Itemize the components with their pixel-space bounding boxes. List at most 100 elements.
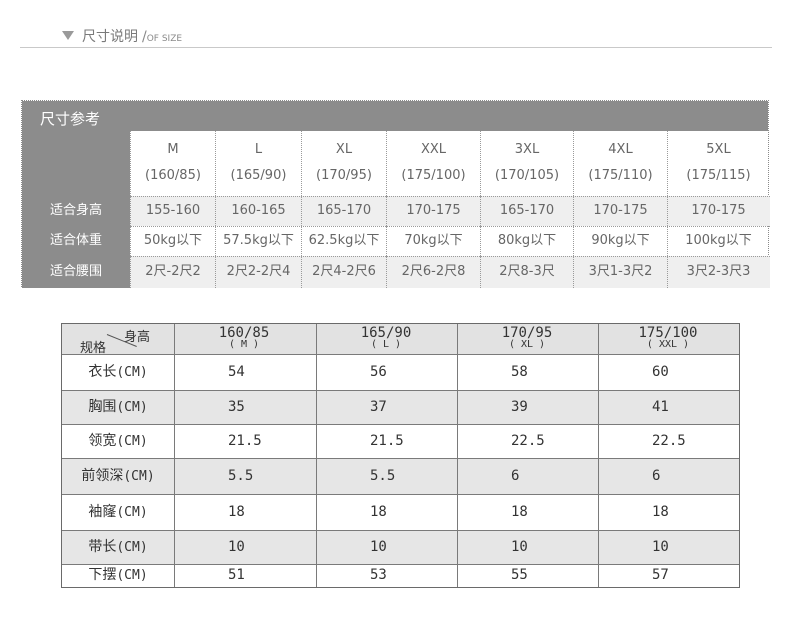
table-cell: 165-170 — [301, 196, 386, 226]
table-cell: 5.5 — [228, 468, 254, 484]
size-reference-title: 尺寸参考 — [40, 110, 101, 128]
table-cell: 22.5 — [511, 433, 545, 449]
row-label-unit: (CM) — [116, 568, 148, 583]
row-divider — [62, 494, 739, 495]
row-label: 袖窿(CM) — [62, 494, 174, 530]
header-divider — [20, 47, 772, 48]
table-cell: 2尺4-2尺6 — [301, 256, 386, 288]
table-cell: 50kg以下 — [130, 226, 215, 256]
table-cell: 6 — [511, 468, 520, 484]
size-name: 3XL — [514, 142, 540, 157]
row-label: 胸围(CM) — [62, 390, 174, 424]
column-divider — [598, 324, 599, 587]
table-cell: 3尺1-3尺2 — [573, 256, 667, 288]
column-header-sub: ( XL ) — [508, 339, 546, 350]
row-label: 衣长(CM) — [62, 354, 174, 390]
table-cell: 39 — [511, 399, 528, 415]
size-name: 4XL — [608, 142, 633, 157]
column-header-sub: ( L ) — [370, 339, 402, 350]
table-cell: 10 — [370, 539, 387, 555]
section-subtitle: OF SIZE — [146, 34, 183, 44]
row-divider — [62, 354, 739, 355]
table-cell: 37 — [370, 399, 387, 415]
title-slash: / — [142, 29, 147, 45]
row-label-name: 胸围 — [88, 399, 117, 415]
corner-top: 身高 — [124, 330, 151, 345]
size-name: XXL — [420, 142, 447, 157]
size-range: (170/95) — [316, 168, 372, 183]
row-label: 下摆(CM) — [62, 564, 174, 587]
row-label-unit: (CM) — [116, 365, 148, 380]
table-cell: 170-175 — [386, 196, 480, 226]
table-cell: 18 — [370, 504, 387, 520]
table-cell: 160-165 — [215, 196, 301, 226]
size-name: L — [254, 142, 263, 157]
row-divider — [62, 458, 739, 459]
row-label-name: 领宽 — [88, 433, 117, 449]
table-cell: 18 — [228, 504, 245, 520]
table-cell: 57 — [652, 567, 669, 583]
row-shade — [130, 256, 770, 288]
row-label: 适合腰围 — [49, 264, 102, 279]
table-cell: 165-170 — [480, 196, 573, 226]
size-range: (160/85) — [145, 168, 201, 183]
row-label: 领宽(CM) — [62, 424, 174, 458]
size-header-cell: 4XL (175/110) — [573, 131, 667, 196]
table-cell: 10 — [652, 539, 669, 555]
column-header-sub: ( M ) — [228, 339, 260, 350]
section-header: 尺寸说明/OF SIZE — [62, 26, 182, 46]
row-label-column — [22, 131, 130, 288]
table-cell: 3尺2-3尺3 — [667, 256, 769, 288]
table-cell: 6 — [652, 468, 661, 484]
table-cell: 35 — [228, 399, 245, 415]
row-label: 带长(CM) — [62, 530, 174, 564]
table-cell: 57.5kg以下 — [215, 226, 301, 256]
column-header: 160/85( M ) — [174, 326, 314, 350]
table-cell: 90kg以下 — [573, 226, 667, 256]
table-cell: 2尺2-2尺4 — [215, 256, 301, 288]
row-label-name: 带长 — [88, 539, 117, 555]
table-cell: 5.5 — [370, 468, 396, 484]
column-header-sub: ( XXL ) — [646, 339, 690, 350]
row-divider — [130, 196, 770, 197]
row-label-name: 前领深 — [81, 468, 124, 484]
table-cell: 62.5kg以下 — [301, 226, 386, 256]
table-cell: 100kg以下 — [667, 226, 769, 256]
row-label-unit: (CM) — [116, 434, 148, 449]
column-header-main: 170/95 — [501, 325, 553, 341]
column-divider — [316, 324, 317, 587]
table-cell: 170-175 — [667, 196, 769, 226]
table-cell: 53 — [370, 567, 387, 583]
table-cell: 54 — [228, 364, 245, 380]
table-cell: 21.5 — [228, 433, 262, 449]
corner-bottom: 规格 — [80, 341, 107, 356]
table-cell: 10 — [511, 539, 528, 555]
row-label-unit: (CM) — [123, 469, 155, 484]
size-range: (170/105) — [494, 168, 560, 183]
column-divider — [174, 324, 175, 587]
size-range: (165/90) — [230, 168, 287, 183]
row-label-name: 袖窿 — [88, 504, 117, 520]
size-header-cell: XL (170/95) — [301, 131, 386, 196]
column-divider — [457, 324, 458, 587]
measurement-table: 身高 规格 160/85( M ) 165/90( L ) 170/95( XL ) 17… — [61, 323, 740, 588]
size-header-cell: 3XL (170/105) — [480, 131, 573, 196]
table-cell: 55 — [511, 567, 528, 583]
table-cell: 155-160 — [130, 196, 215, 226]
triangle-down-icon — [62, 31, 74, 40]
table-cell: 21.5 — [370, 433, 404, 449]
row-shade — [130, 196, 770, 226]
column-header-main: 160/85 — [218, 325, 270, 341]
size-header-cell: 5XL (175/115) — [667, 131, 769, 196]
table-cell: 10 — [228, 539, 245, 555]
table-cell: 58 — [511, 364, 528, 380]
size-name: M — [167, 142, 179, 157]
size-range: (175/100) — [401, 168, 466, 183]
column-header: 165/90( L ) — [316, 326, 456, 350]
row-label: 适合体重 — [49, 233, 102, 248]
column-header-main: 175/100 — [638, 325, 698, 341]
row-divider — [130, 226, 770, 227]
row-label-name: 衣长 — [88, 364, 117, 380]
row-divider — [62, 530, 739, 531]
row-divider — [130, 256, 770, 257]
